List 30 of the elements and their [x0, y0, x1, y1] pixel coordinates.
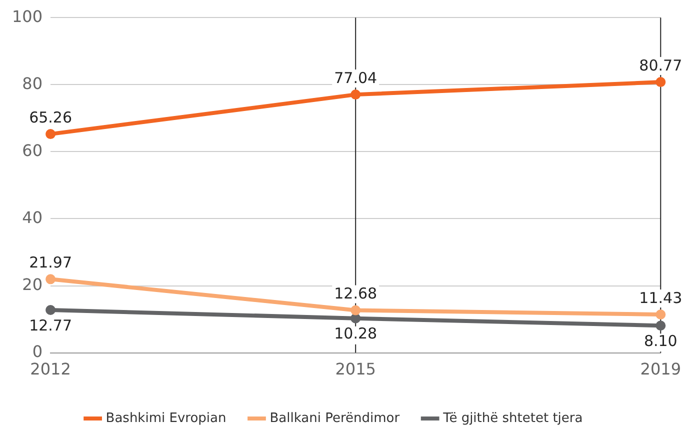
point [46, 304, 56, 315]
point [656, 309, 666, 320]
x-tick-label: 2015 [335, 360, 376, 379]
legend-label: Të gjithë shtetet tjera [442, 410, 583, 426]
data-label: 8.10 [644, 332, 678, 350]
data-label: 12.68 [334, 284, 378, 303]
x-tick-label: 2019 [640, 360, 681, 379]
data-label: 77.04 [334, 68, 378, 87]
point [350, 313, 361, 324]
point [350, 305, 361, 316]
data-label: 21.97 [29, 254, 72, 272]
data-label: 65.26 [29, 108, 72, 126]
point [350, 90, 361, 100]
y-tick-label: 40 [22, 208, 43, 227]
point [656, 320, 666, 331]
data-label: 12.77 [29, 316, 72, 334]
legend-label: Ballkani Perëndimor [270, 410, 400, 426]
data-label: 80.77 [639, 56, 682, 74]
data-label: 10.28 [334, 324, 378, 343]
y-tick-label: 0 [32, 342, 43, 361]
legend-label: Bashkimi Evropian [106, 410, 226, 426]
point [656, 77, 666, 88]
x-tick-label: 2012 [30, 360, 71, 379]
data-label: 11.43 [639, 288, 682, 307]
y-tick-label: 100 [12, 6, 43, 26]
y-tick-label: 20 [22, 274, 43, 294]
point [46, 274, 56, 284]
point [46, 129, 56, 140]
y-tick-label: 80 [22, 74, 43, 93]
y-tick-label: 60 [22, 140, 43, 160]
